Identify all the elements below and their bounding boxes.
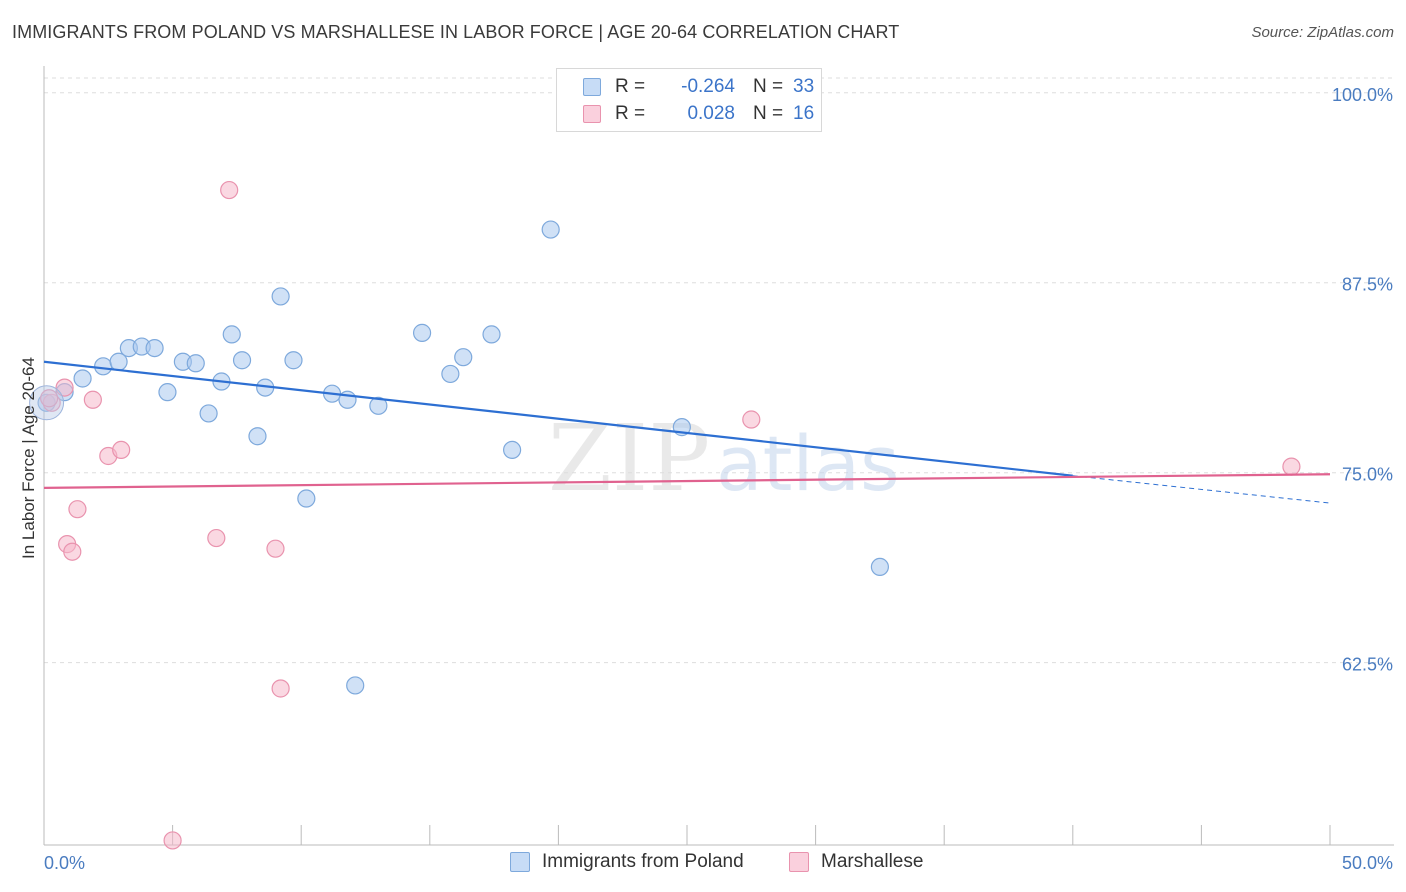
y-axis-title: In Labor Force | Age 20-64 (19, 357, 38, 559)
point-marshallese (112, 440, 131, 460)
point-poland (870, 557, 890, 577)
point-poland (346, 676, 365, 695)
point-poland (412, 323, 432, 342)
point-poland (284, 351, 303, 370)
point-marshallese (40, 389, 59, 408)
point-marshallese (68, 500, 87, 519)
point-poland (145, 338, 164, 358)
point-poland (232, 351, 252, 370)
x-tick-label: 0.0% (44, 853, 85, 873)
watermark-atlas: atlas (716, 419, 900, 508)
legend-swatch-poland (583, 78, 601, 96)
legend-n-value: 33 (793, 76, 815, 97)
trend-line-poland-projection (1072, 475, 1331, 504)
y-tick-label: 75.0% (1342, 465, 1393, 485)
point-marshallese (742, 410, 761, 429)
data-points (29, 180, 1301, 850)
point-poland (248, 427, 267, 446)
point-poland (186, 354, 205, 373)
point-marshallese (83, 390, 102, 409)
point-marshallese (266, 539, 285, 558)
legend-swatch-poland (510, 852, 530, 872)
point-poland (271, 287, 290, 306)
legend-swatch-marshallese (789, 852, 809, 872)
point-poland (454, 348, 473, 367)
legend-item-poland: Immigrants from Poland (510, 851, 744, 873)
y-tick-label: 62.5% (1342, 655, 1393, 675)
trend-line-marshallese (43, 473, 1331, 489)
trend-lines (43, 360, 1331, 504)
point-marshallese (163, 831, 182, 850)
y-tick-label: 87.5% (1342, 275, 1393, 295)
legend-row-poland: R = -0.264 N = 33 (583, 75, 814, 99)
legend-r-value: 0.028 (687, 103, 735, 124)
legend-n-value: 16 (793, 103, 815, 124)
y-tick-label: 100.0% (1332, 85, 1393, 105)
point-poland (94, 357, 113, 376)
point-poland (73, 369, 92, 388)
legend-r-label: R = (615, 103, 646, 124)
correlation-legend: R = -0.264 N = 33 R = 0.028 N = 16 (556, 68, 822, 132)
point-marshallese (207, 528, 226, 548)
source-credit: Source: ZipAtlas.com (1251, 24, 1394, 41)
point-marshallese (55, 378, 74, 397)
point-poland (222, 325, 241, 344)
point-marshallese (63, 542, 82, 561)
point-poland (541, 220, 560, 239)
legend-n-label: N = (753, 103, 784, 124)
point-marshallese (220, 180, 239, 200)
trend-line-poland (43, 360, 1073, 477)
point-poland (297, 489, 316, 508)
point-marshallese (1282, 457, 1301, 476)
chart-title: IMMIGRANTS FROM POLAND VS MARSHALLESE IN… (12, 22, 900, 42)
legend-item-marshallese: Marshallese (789, 851, 923, 873)
tick-labels: 62.5% 75.0% 87.5% 100.0% 0.0% 50.0% (44, 85, 1393, 873)
legend-row-marshallese: R = 0.028 N = 16 (583, 102, 814, 126)
legend-n-label: N = (753, 76, 784, 97)
series-legend: Immigrants from Poland Marshallese (0, 851, 1406, 877)
point-poland (482, 325, 501, 344)
point-cluster (29, 385, 65, 421)
point-poland (199, 404, 218, 423)
x-tick-label: 50.0% (1342, 853, 1393, 873)
point-marshallese (271, 679, 290, 698)
point-poland (441, 364, 460, 384)
grid-lines (44, 77, 1394, 664)
legend-swatch-marshallese (583, 105, 601, 123)
point-poland (503, 440, 522, 460)
point-poland (369, 396, 388, 415)
axes (43, 66, 1394, 846)
legend-label-marshallese: Marshallese (821, 851, 924, 872)
watermark: ZIP atlas (548, 405, 900, 512)
point-poland (158, 383, 177, 402)
legend-r-value: -0.264 (681, 76, 735, 97)
legend-r-label: R = (615, 76, 646, 97)
legend-label-poland: Immigrants from Poland (542, 851, 744, 872)
